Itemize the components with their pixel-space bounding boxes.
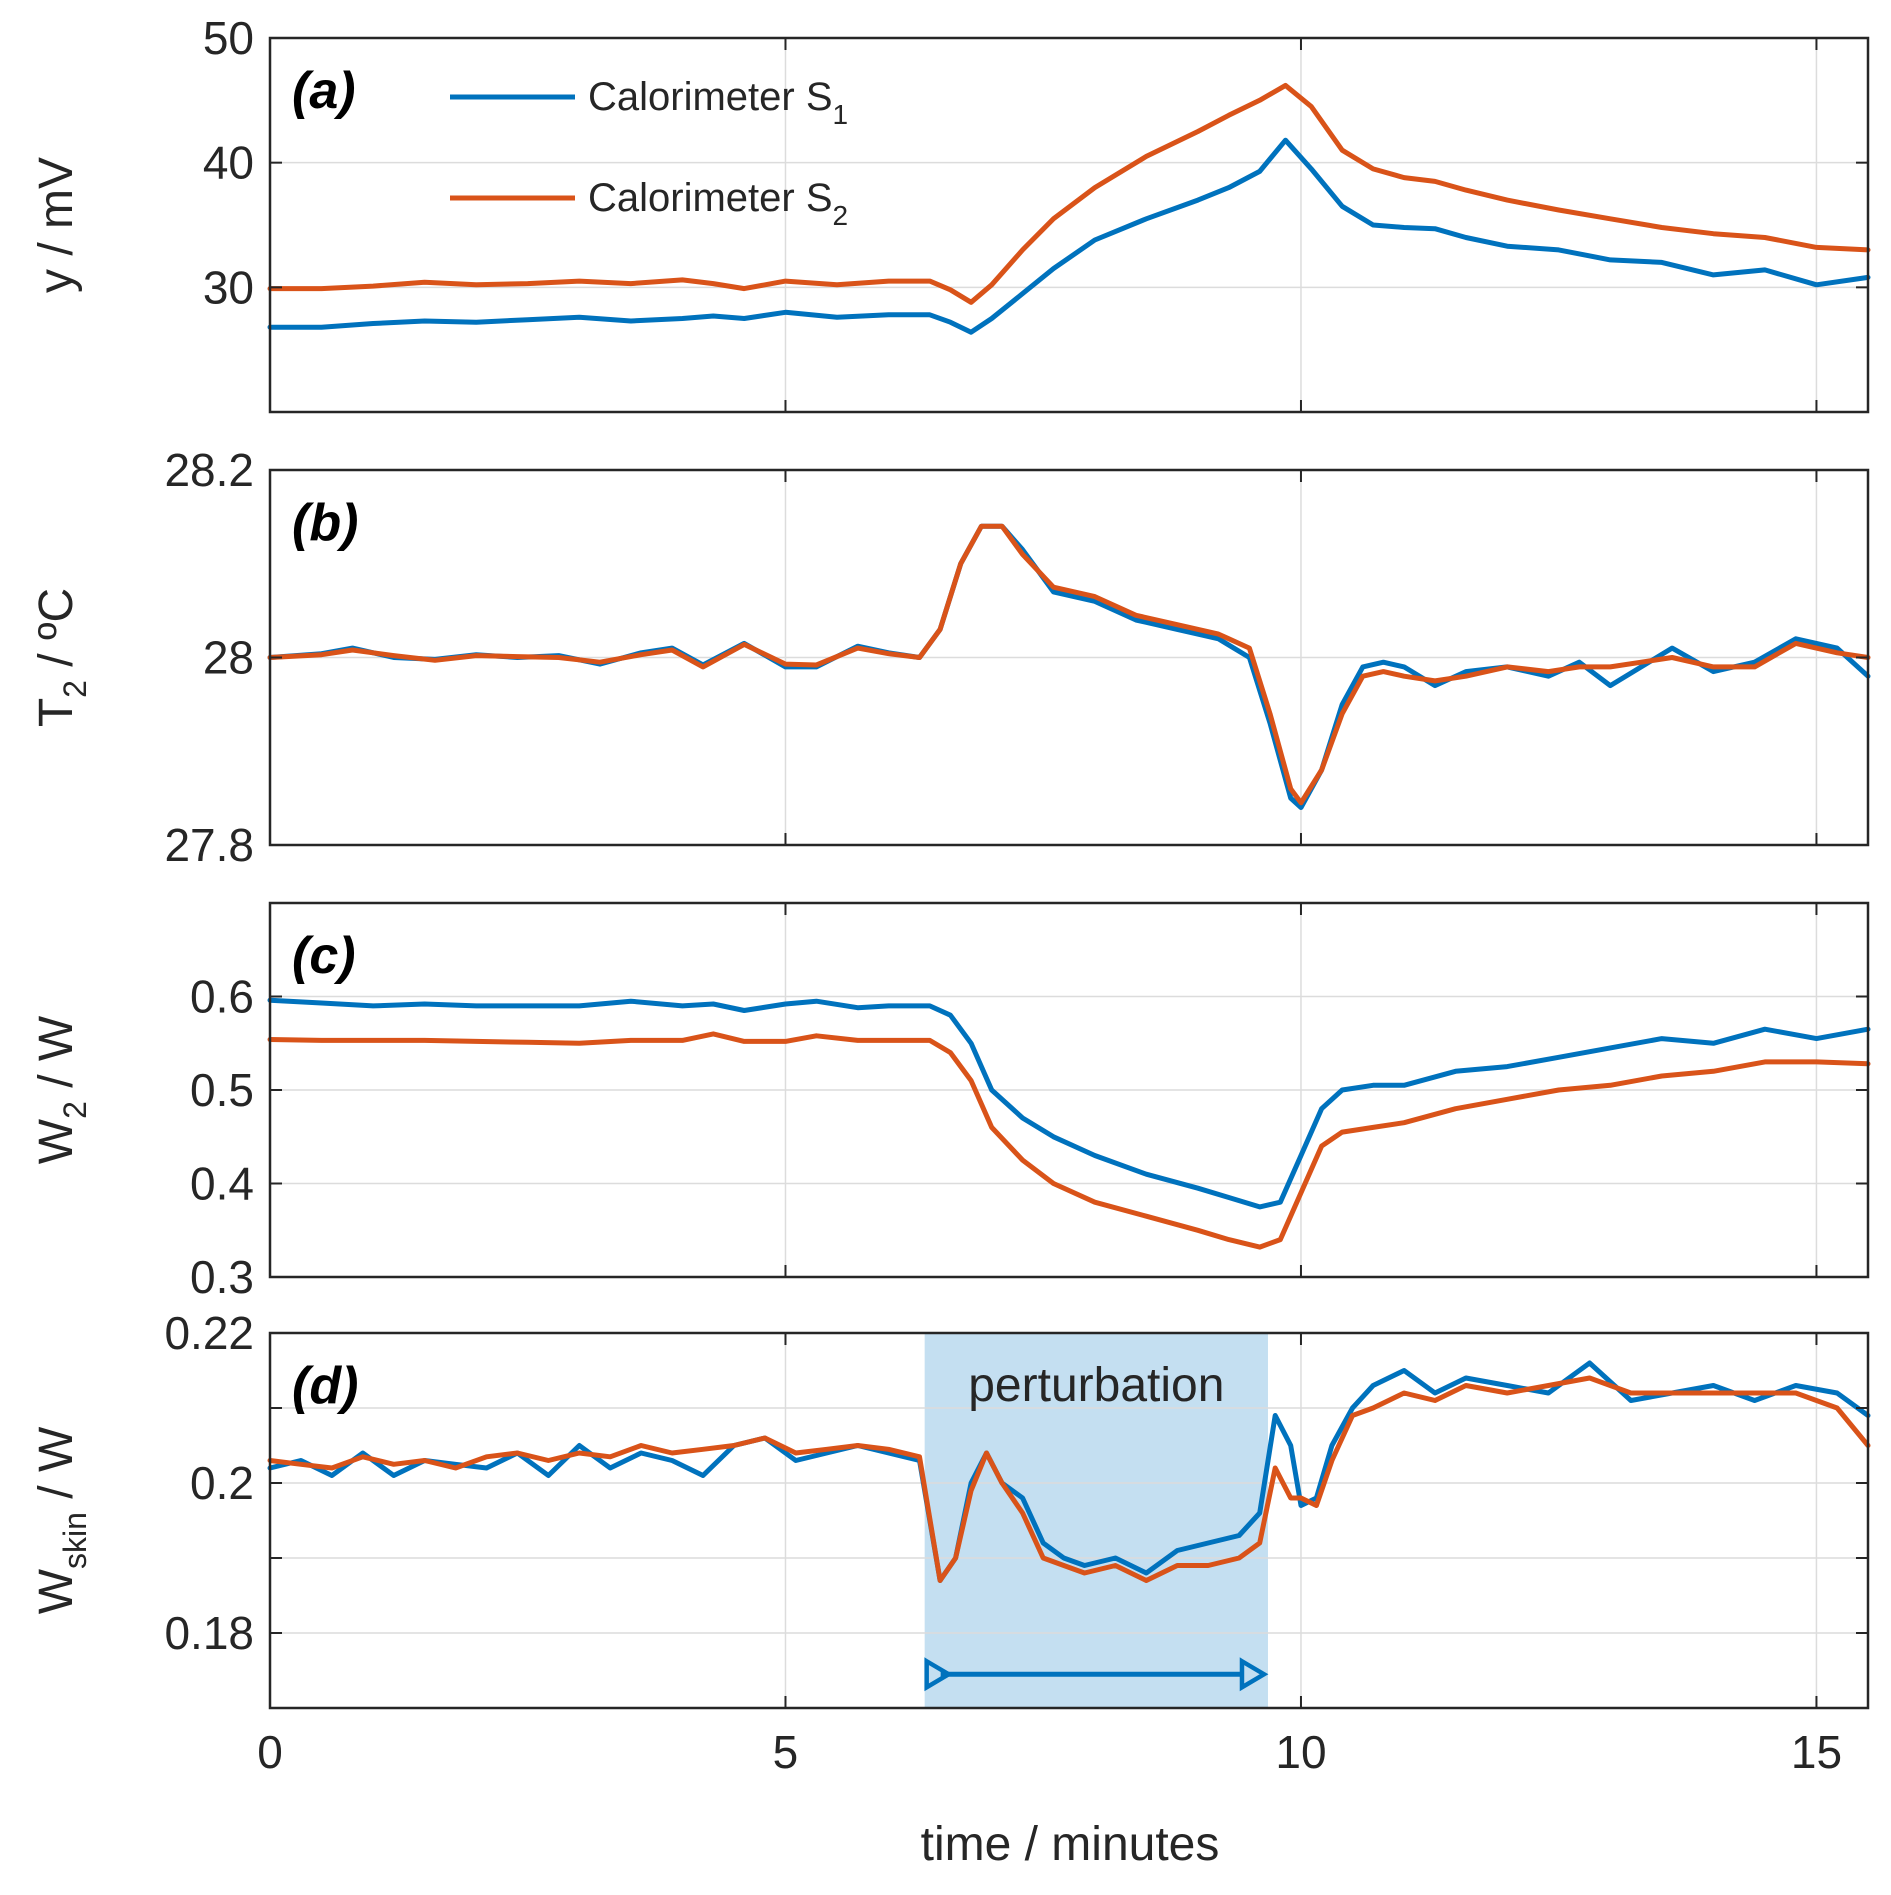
panel-b-series-s2 bbox=[267, 523, 1871, 806]
panel-d-frame bbox=[268, 1331, 1870, 1710]
perturbation-label: perturbation bbox=[968, 1359, 1224, 1412]
legend-entry-s2: Calorimeter S2 bbox=[450, 176, 848, 231]
panel-a-ylabel: y / mV bbox=[30, 157, 83, 293]
panel-d-series-s2 bbox=[267, 1375, 1871, 1583]
xtick-label-2: 10 bbox=[1275, 1726, 1326, 1778]
panel-c-ytick-label-0: 0.3 bbox=[190, 1251, 254, 1303]
panel-b-series-s1 bbox=[267, 523, 1871, 810]
panel-c-ytick-label-2: 0.5 bbox=[190, 1064, 254, 1116]
panel-b-ylabel: T2 / ºC bbox=[30, 588, 93, 727]
panel-d-ytick-label-1: 0.2 bbox=[190, 1457, 254, 1509]
panel-b-ytick-label-1: 28 bbox=[203, 632, 254, 684]
panel-b-ytick-label-2: 28.2 bbox=[164, 444, 254, 496]
xtick-label-3: 15 bbox=[1791, 1726, 1842, 1778]
panel-a-frame bbox=[268, 36, 1870, 414]
panel-d-ylabel: Wskin / W bbox=[30, 1426, 93, 1614]
panel-d: perturbation 0.18 0.2 0.22 Wskin / W (d) bbox=[30, 1307, 1871, 1710]
panel-c-ylabel: W2 / W bbox=[30, 1015, 93, 1164]
legend-label-s2: Calorimeter S2 bbox=[588, 176, 848, 231]
perturbation-arrow bbox=[924, 1657, 1269, 1692]
panel-a-letter: (a) bbox=[292, 62, 356, 120]
legend: Calorimeter S1 Calorimeter S2 bbox=[450, 75, 848, 231]
panel-c-series-s1 bbox=[267, 997, 1871, 1210]
panel-c-ytick-label-1: 0.4 bbox=[190, 1158, 254, 1210]
panel-d-letter: (d) bbox=[292, 1357, 358, 1415]
xtick-label-1: 5 bbox=[773, 1726, 799, 1778]
panel-c-letter: (c) bbox=[292, 927, 356, 985]
panel-d-series-s1 bbox=[267, 1360, 1871, 1583]
panel-c: 0.3 0.4 0.5 0.6 W2 / W (c) bbox=[30, 901, 1871, 1303]
panel-a-ytick-label-0: 30 bbox=[203, 261, 254, 313]
xtick-label-0: 0 bbox=[257, 1726, 283, 1778]
x-axis-label: time / minutes bbox=[921, 1818, 1220, 1871]
panel-a-ytick-label-2: 50 bbox=[203, 12, 254, 64]
perturbation-region bbox=[924, 1333, 1268, 1708]
panel-b-ytick-label-0: 27.8 bbox=[164, 819, 254, 871]
panel-b-letter: (b) bbox=[292, 494, 358, 552]
panel-d-ytick-label-2: 0.22 bbox=[164, 1307, 254, 1359]
legend-entry-s1: Calorimeter S1 bbox=[450, 75, 848, 130]
panel-c-series-s2 bbox=[267, 1031, 1871, 1250]
panel-d-ytick-label-0: 0.18 bbox=[164, 1607, 254, 1659]
panel-a-ytick-label-1: 40 bbox=[203, 137, 254, 189]
legend-label-s1: Calorimeter S1 bbox=[588, 75, 848, 130]
panel-c-ytick-label-3: 0.6 bbox=[190, 971, 254, 1023]
panel-b: 27.8 28 28.2 T2 / ºC (b) bbox=[30, 444, 1871, 871]
panel-a-series-s2 bbox=[267, 82, 1871, 305]
panel-a-series-s1 bbox=[267, 137, 1871, 335]
